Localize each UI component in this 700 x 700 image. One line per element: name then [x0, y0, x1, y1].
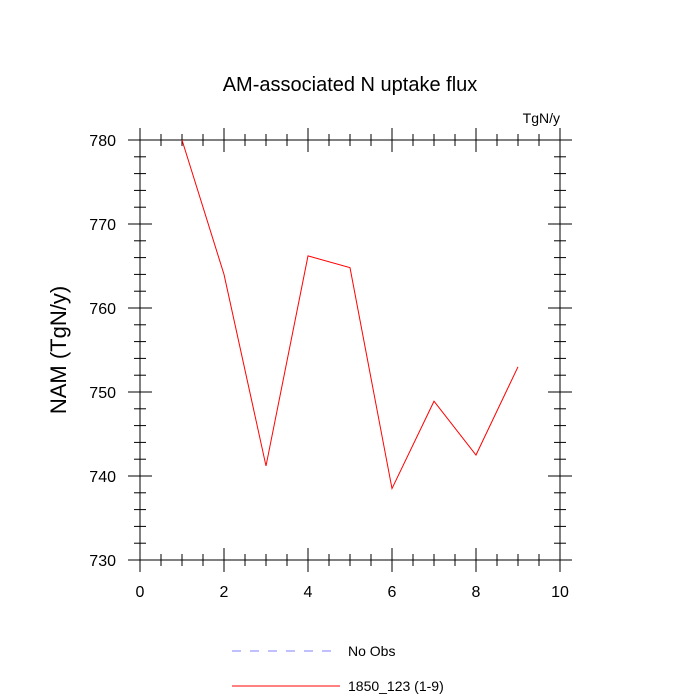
tick-marks	[128, 128, 572, 572]
x-tick-label: 8	[472, 584, 481, 601]
y-tick-label: 740	[89, 469, 116, 486]
legend: No Obs 1850_123 (1-9)	[232, 643, 444, 694]
chart-title: AM-associated N uptake flux	[223, 74, 478, 96]
y-axis-label: NAM (TgN/y)	[46, 286, 71, 414]
tick-labels: 0 2 4 6 8 10 730 740 750 760 770 780	[89, 133, 569, 601]
legend-label-1850-123: 1850_123 (1-9)	[348, 678, 444, 694]
x-tick-label: 6	[388, 584, 397, 601]
y-tick-label: 760	[89, 301, 116, 318]
plot-frame	[139, 139, 561, 561]
x-tick-label: 0	[136, 584, 145, 601]
x-tick-label: 2	[220, 584, 229, 601]
y-tick-label: 730	[89, 553, 116, 570]
y-tick-label: 750	[89, 385, 116, 402]
y-tick-label: 780	[89, 133, 116, 150]
series-line-1850-123	[181, 139, 519, 491]
y-tick-label: 770	[89, 217, 116, 234]
x-tick-label: 10	[551, 584, 569, 601]
x-tick-label: 4	[304, 584, 313, 601]
units-label: TgN/y	[523, 110, 560, 126]
legend-label-no-obs: No Obs	[348, 643, 395, 659]
